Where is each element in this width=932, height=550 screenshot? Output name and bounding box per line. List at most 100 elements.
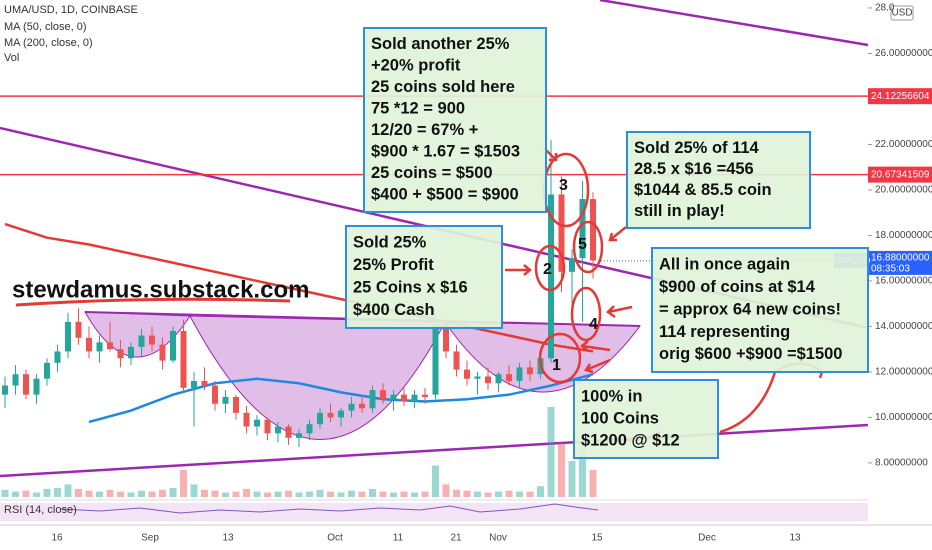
- volume-bar: [96, 491, 103, 497]
- volume-bar: [505, 490, 513, 497]
- candle-body: [254, 419, 260, 427]
- underline: [15, 297, 291, 307]
- candle-body: [411, 394, 418, 402]
- volume-bar: [169, 488, 177, 497]
- volume-bar: [232, 491, 240, 497]
- candle-body: [96, 342, 103, 352]
- candle-body: [191, 381, 197, 388]
- candle-body: [12, 374, 19, 386]
- annotation-line: $400 Cash: [353, 301, 435, 319]
- candle-body: [338, 410, 344, 418]
- level-label: 24.12256604: [871, 91, 930, 102]
- annotation-line: 25% Profit: [353, 256, 434, 274]
- symbol-title: UMA/USD, 1D, COINBASE: [4, 4, 138, 16]
- candle-body: [474, 376, 481, 379]
- candle-body: [569, 258, 575, 272]
- volume-bar: [117, 491, 124, 497]
- volume-bar: [274, 491, 282, 497]
- trendline: [0, 423, 869, 478]
- candle-body: [212, 385, 218, 404]
- volume-bar: [12, 491, 19, 497]
- indicator-label: Vol: [4, 52, 19, 64]
- candle-body: [275, 426, 281, 434]
- annotation-line: $400 + $500 = $900: [371, 186, 519, 204]
- volume-bar: [579, 447, 586, 497]
- candle-body: [327, 412, 334, 418]
- volume-bar: [148, 491, 156, 497]
- candle-body: [548, 194, 554, 359]
- level-badge: [868, 166, 932, 183]
- countdown: 08:35:03: [871, 264, 910, 275]
- last-price-label: 16.88000000: [871, 253, 930, 264]
- annotation-line: 100 Coins: [581, 409, 659, 427]
- annotation-box: [626, 131, 811, 229]
- candle-body: [117, 349, 124, 359]
- candle-body: [495, 374, 502, 384]
- last-price-badge: [868, 250, 932, 275]
- candle-body: [579, 199, 586, 259]
- x-tick-label: 11: [393, 533, 404, 544]
- volume-bar: [201, 489, 208, 497]
- y-tick-label: 12.00000000: [875, 367, 932, 378]
- y-tick-label: 10.00000000: [875, 412, 932, 423]
- annotation-line: 114 representing: [659, 323, 790, 341]
- volume-bar: [180, 470, 187, 497]
- candle-body: [317, 412, 323, 425]
- x-tick-label: Sep: [141, 533, 159, 544]
- annotation-line: = approx 64 new coins!: [659, 300, 841, 318]
- annotation-line: +20% profit: [371, 57, 461, 75]
- annotation-box: [345, 225, 503, 329]
- candle-body: [54, 351, 61, 363]
- rsi-label: RSI (14, close): [4, 504, 77, 516]
- marker: 3: [559, 177, 568, 194]
- volume-bar: [369, 488, 376, 497]
- volume-bar: [400, 491, 408, 497]
- candle-body: [2, 385, 8, 395]
- volume-bar: [442, 484, 450, 497]
- y-tick-label: 20.00000000: [875, 185, 932, 196]
- x-tick-label: 16: [51, 533, 63, 544]
- candle-body: [128, 346, 134, 359]
- volume-bar: [253, 491, 261, 497]
- volume-bar: [264, 492, 271, 497]
- volume-bar: [568, 461, 576, 497]
- volume-bar: [54, 488, 61, 497]
- candle-body: [75, 321, 82, 338]
- level-badge: [868, 88, 932, 105]
- volume-bar: [411, 492, 418, 497]
- candle-body: [296, 433, 302, 438]
- annotation-line: $900 of coins at $14: [659, 278, 816, 296]
- candle-body: [149, 335, 155, 345]
- cup-shape: [189, 315, 446, 440]
- volume-bar: [474, 491, 481, 497]
- annotation-line: 75 *12 = 900: [371, 100, 465, 118]
- annotation-box: [573, 379, 719, 459]
- annotation-line: still in play!: [634, 202, 725, 220]
- x-tick-label: Oct: [327, 533, 343, 544]
- annotation-line: 25 coins = $500: [371, 164, 493, 182]
- candle-body: [443, 324, 449, 352]
- annotation-line: 25 coins sold here: [371, 78, 515, 96]
- x-tick-label: Nov: [489, 533, 507, 544]
- y-tick-label: 18.00000000: [875, 230, 932, 241]
- candle-body: [285, 426, 292, 438]
- annotation-line: Sold another 25%: [371, 35, 510, 53]
- volume-bar: [43, 488, 51, 497]
- annotation-line: $900 * 1.67 = $1503: [371, 143, 520, 161]
- rsi-line: [59, 503, 599, 514]
- volume-bar: [33, 492, 40, 497]
- x-tick-label: Dec: [698, 533, 716, 544]
- candle-body: [233, 396, 239, 413]
- indicator-label: MA (50, close, 0): [4, 21, 87, 33]
- volume-bar: [285, 490, 292, 497]
- volume-bar: [516, 491, 523, 497]
- volume-bar: [390, 492, 397, 497]
- candle-body: [558, 194, 565, 272]
- marker: 2: [543, 261, 552, 278]
- candle-body: [159, 344, 166, 361]
- candle-body: [23, 374, 29, 395]
- annotation-box: [651, 247, 869, 373]
- candle-body: [222, 396, 229, 404]
- candle-body: [138, 335, 145, 347]
